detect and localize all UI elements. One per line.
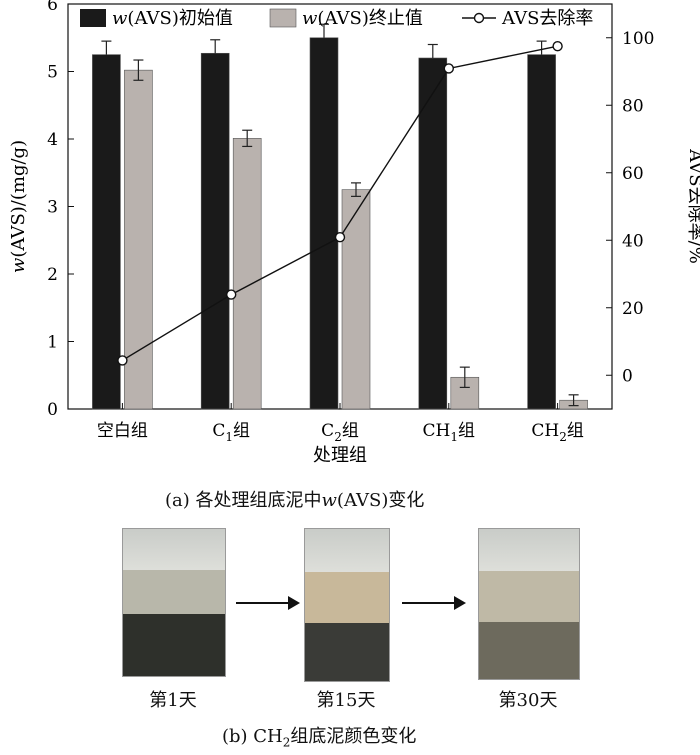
removal-rate-line [122, 45, 558, 361]
right-axis-title: AVS去除率/% [685, 148, 700, 264]
right-axis-tick-label: 40 [622, 231, 644, 251]
water-layer [123, 570, 225, 615]
sediment-layer [305, 623, 389, 681]
caption-b: (b) CH2组底泥颜色变化 [222, 726, 417, 750]
x-tick-label: C2组 [321, 421, 359, 444]
bar [418, 57, 448, 410]
bar [92, 54, 121, 410]
bar [341, 189, 371, 410]
left-axis-tick-label: 3 [47, 198, 58, 218]
left-axis-tick-label: 1 [47, 333, 58, 353]
bar [309, 37, 339, 410]
bar [232, 138, 262, 410]
bar [527, 54, 556, 410]
bar [200, 52, 230, 410]
x-tick-label: C1组 [212, 421, 250, 444]
legend-label-initial: w(AVS)初始值 [112, 8, 233, 29]
x-tick-label: CH1组 [423, 421, 475, 444]
photo-label-day30: 第30天 [498, 690, 558, 711]
right-axis-tick-label: 100 [622, 29, 654, 49]
sediment-photo-day30 [478, 528, 580, 680]
x-tick-label: CH2组 [531, 421, 583, 444]
sediment-photo-day1 [122, 528, 226, 677]
photo-label-day1: 第1天 [149, 690, 197, 711]
left-axis-tick-label: 0 [47, 400, 58, 420]
x-tick-label: 空白组 [97, 421, 148, 441]
legend-label-removal: AVS去除率 [501, 8, 593, 29]
left-axis-tick-label: 4 [47, 130, 58, 150]
right-axis-tick-label: 0 [622, 366, 633, 386]
sediment-layer [479, 622, 579, 679]
sediment-layer [123, 614, 225, 676]
caption-a: (a) 各处理组底泥中w(AVS)变化 [165, 490, 425, 511]
arrow-right-icon [236, 596, 300, 610]
removal-rate-point [443, 63, 454, 74]
photo-label-day15: 第15天 [316, 690, 376, 711]
left-axis-tick-label: 5 [47, 63, 58, 83]
removal-rate-point [117, 355, 128, 366]
legend-swatch-initial [80, 9, 106, 27]
sediment-photo-day15 [304, 528, 390, 682]
right-axis-tick-label: 60 [622, 164, 644, 184]
x-axis-title: 处理组 [313, 445, 367, 466]
left-axis-tick-label: 6 [47, 0, 58, 15]
left-axis-tick-label: 2 [47, 265, 58, 285]
legend-marker-removal [473, 12, 485, 24]
removal-rate-point [334, 232, 346, 243]
arrow-right-icon [402, 596, 466, 610]
right-axis-tick-label: 80 [622, 96, 644, 116]
legend-label-final: w(AVS)终止值 [302, 8, 423, 29]
right-axis-tick-label: 20 [622, 299, 644, 319]
removal-rate-point [225, 289, 237, 300]
bar [124, 69, 153, 410]
left-axis-title: w(AVS)/(mg/g) [8, 140, 29, 273]
water-layer [305, 571, 389, 624]
water-layer [479, 571, 579, 622]
removal-rate-point [552, 40, 563, 52]
legend-swatch-final [269, 8, 297, 28]
